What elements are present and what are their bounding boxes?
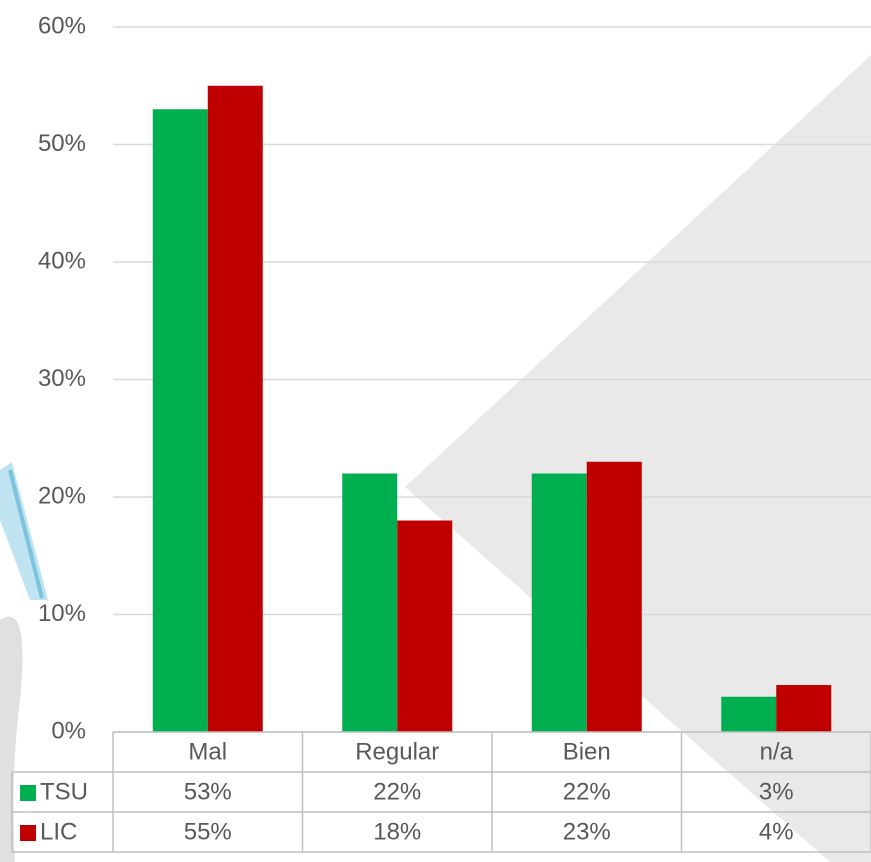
y-tick-label: 60% [38, 12, 86, 39]
y-tick-label: 40% [38, 247, 86, 274]
table-value: 18% [373, 818, 421, 845]
legend-swatch [20, 785, 36, 801]
table-value: 55% [184, 818, 232, 845]
table-value: 3% [759, 778, 794, 805]
table-value: 53% [184, 778, 232, 805]
table-value: 22% [373, 778, 421, 805]
x-tick-label: n/a [760, 738, 794, 765]
x-tick-label: Bien [563, 738, 611, 765]
y-tick-label: 0% [51, 717, 86, 744]
bar [207, 85, 263, 732]
y-tick-label: 20% [38, 482, 86, 509]
y-tick-label: 10% [38, 600, 86, 627]
table-value: 22% [563, 778, 611, 805]
background-line [8, 469, 44, 599]
bar [776, 685, 832, 732]
bar [586, 461, 642, 732]
table-value: 23% [563, 818, 611, 845]
bar [531, 473, 587, 732]
bar [397, 520, 453, 732]
legend-label: TSU [40, 778, 88, 805]
bar [721, 696, 777, 732]
x-tick-label: Regular [355, 738, 439, 765]
legend-swatch [20, 825, 36, 841]
background-shape [0, 616, 23, 862]
bar [342, 473, 398, 732]
x-tick-label: Mal [188, 738, 227, 765]
table-value: 4% [759, 818, 794, 845]
bar [152, 109, 208, 732]
legend-label: LIC [40, 818, 77, 845]
y-tick-label: 30% [38, 365, 86, 392]
y-tick-label: 50% [38, 130, 86, 157]
background-shape [405, 55, 871, 862]
